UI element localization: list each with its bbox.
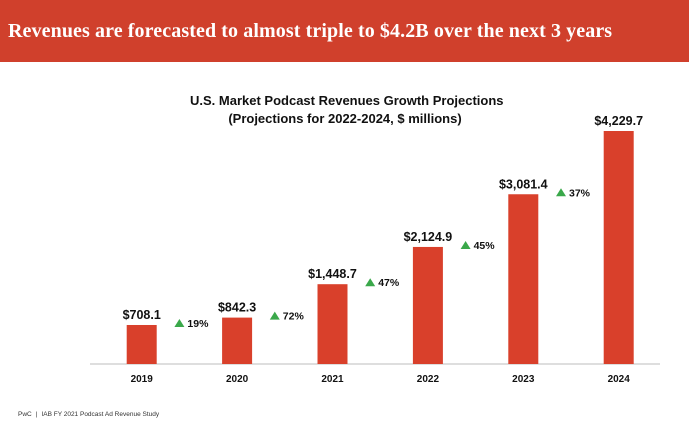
- growth-label: 47%: [378, 277, 400, 289]
- x-tick-label-2023: 2023: [512, 374, 535, 385]
- chart-title: U.S. Market Podcast Revenues Growth Proj…: [190, 93, 504, 108]
- chart-subtitle: (Projections for 2022-2024, $ millions): [228, 111, 462, 126]
- data-label-2019: $708.1: [123, 308, 161, 322]
- bar-2019: [126, 324, 157, 364]
- x-tick-label-2020: 2020: [226, 374, 249, 385]
- bar-2021: [317, 284, 348, 364]
- growth-arrow-icon: [365, 278, 376, 287]
- footer-study: IAB FY 2021 Podcast Ad Revenue Study: [41, 411, 160, 418]
- bar-2022: [412, 246, 443, 364]
- growth-arrow-icon: [556, 188, 566, 197]
- x-tick-label-2024: 2024: [608, 374, 631, 385]
- data-label-2020: $842.3: [218, 301, 256, 315]
- growth-arrow-icon: [174, 318, 185, 327]
- growth-arrow-icon: [269, 311, 280, 320]
- data-label-2021: $1,448.7: [308, 267, 357, 281]
- growth-label: 72%: [283, 311, 305, 323]
- header-banner: Revenues are forecasted to almost triple…: [0, 0, 689, 62]
- footer: PwC | IAB FY 2021 Podcast Ad Revenue Study: [18, 411, 159, 418]
- growth-label: 45%: [474, 240, 496, 252]
- data-label-2022: $2,124.9: [404, 230, 453, 244]
- x-tick-label-2022: 2022: [417, 374, 440, 385]
- x-tick-label-2019: 2019: [131, 374, 154, 385]
- footer-source: PwC: [18, 411, 32, 418]
- data-label-2024: $4,229.7: [594, 114, 643, 128]
- data-label-2023: $3,081.4: [499, 177, 548, 191]
- bar-2023: [508, 194, 539, 364]
- bar-2020: [222, 317, 253, 364]
- growth-arrow-icon: [460, 240, 471, 249]
- bar-2024: [603, 131, 634, 364]
- growth-label: 19%: [187, 318, 209, 330]
- footer-separator: |: [35, 411, 38, 418]
- headline: Revenues are forecasted to almost triple…: [8, 20, 613, 42]
- x-tick-label-2021: 2021: [321, 374, 344, 385]
- growth-label: 37%: [569, 187, 591, 199]
